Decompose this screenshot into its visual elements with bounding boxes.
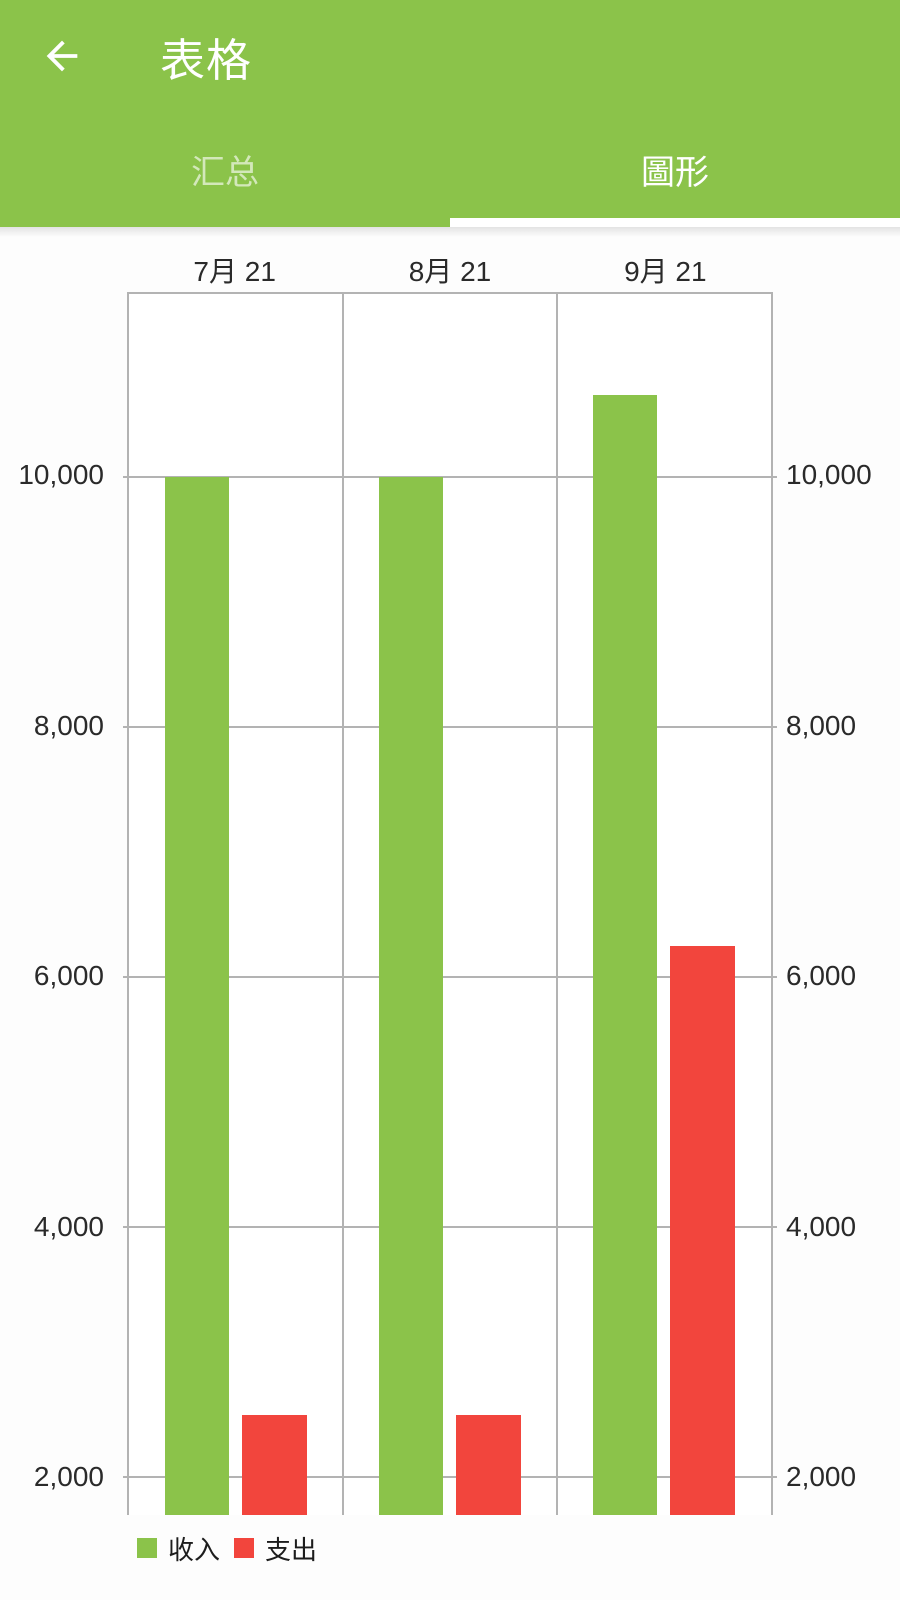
legend-swatch-income: [137, 1538, 157, 1558]
chart-legend: 收入 支出: [137, 1530, 331, 1567]
income-bar: [164, 476, 230, 1515]
tab-bar: 汇总 圖形: [0, 112, 900, 227]
y-axis-right: 2,000 4,000 6,000 8,000 10,000: [786, 292, 900, 1515]
y-tick-label-right: 10,000: [786, 458, 872, 490]
tab-summary[interactable]: 汇总: [191, 154, 259, 192]
legend-swatch-expense: [234, 1538, 255, 1558]
tab-chart[interactable]: 圖形: [641, 154, 709, 192]
y-tick-label-right: 8,000: [786, 709, 857, 741]
y-gridline: [123, 1476, 777, 1479]
column-separator: [555, 294, 558, 1515]
y-tick-label-right: 2,000: [786, 1461, 857, 1493]
back-button[interactable]: [24, 18, 100, 94]
expense-bar: [456, 1414, 521, 1515]
month-label: 9月 21: [624, 256, 707, 287]
month-label: 8月 21: [408, 256, 492, 287]
income-bar: [378, 476, 444, 1515]
arrow-left-icon: [46, 40, 78, 72]
legend-item: 收入: [137, 1530, 220, 1567]
y-gridline: [123, 475, 777, 478]
page-title: 表格: [160, 34, 253, 86]
expense-bar: [670, 945, 735, 1515]
y-gridline: [123, 725, 777, 728]
header-shadow: [0, 227, 900, 237]
y-tick-label-left: 6,000: [33, 960, 104, 992]
column-separator: [341, 294, 344, 1515]
y-tick-label-left: 4,000: [33, 1210, 104, 1242]
plot-area: [123, 292, 777, 1515]
y-tick-label-right: 4,000: [786, 1210, 857, 1242]
toolbar: 表格: [0, 0, 900, 112]
y-tick-label-left: 8,000: [33, 709, 104, 741]
y-gridline: [123, 976, 777, 979]
legend-label: 支出: [265, 1534, 318, 1565]
legend-label: 收入: [168, 1534, 221, 1565]
y-tick-label-left: 10,000: [18, 458, 104, 490]
y-tick-label-right: 6,000: [786, 960, 857, 992]
legend-item: 支出: [234, 1530, 317, 1567]
y-axis-left: 2,000 4,000 6,000 8,000 10,000: [0, 292, 112, 1515]
month-labels-row: 7月 21 8月 21 9月 21: [127, 250, 773, 290]
y-tick-label-left: 2,000: [33, 1461, 104, 1493]
app-header: 表格 汇总 圖形: [0, 0, 900, 227]
selected-tab-indicator: [450, 218, 900, 227]
month-label: 7月 21: [193, 256, 276, 287]
income-bar: [592, 395, 658, 1515]
y-gridline: [123, 1226, 777, 1229]
expense-bar: [242, 1414, 307, 1515]
